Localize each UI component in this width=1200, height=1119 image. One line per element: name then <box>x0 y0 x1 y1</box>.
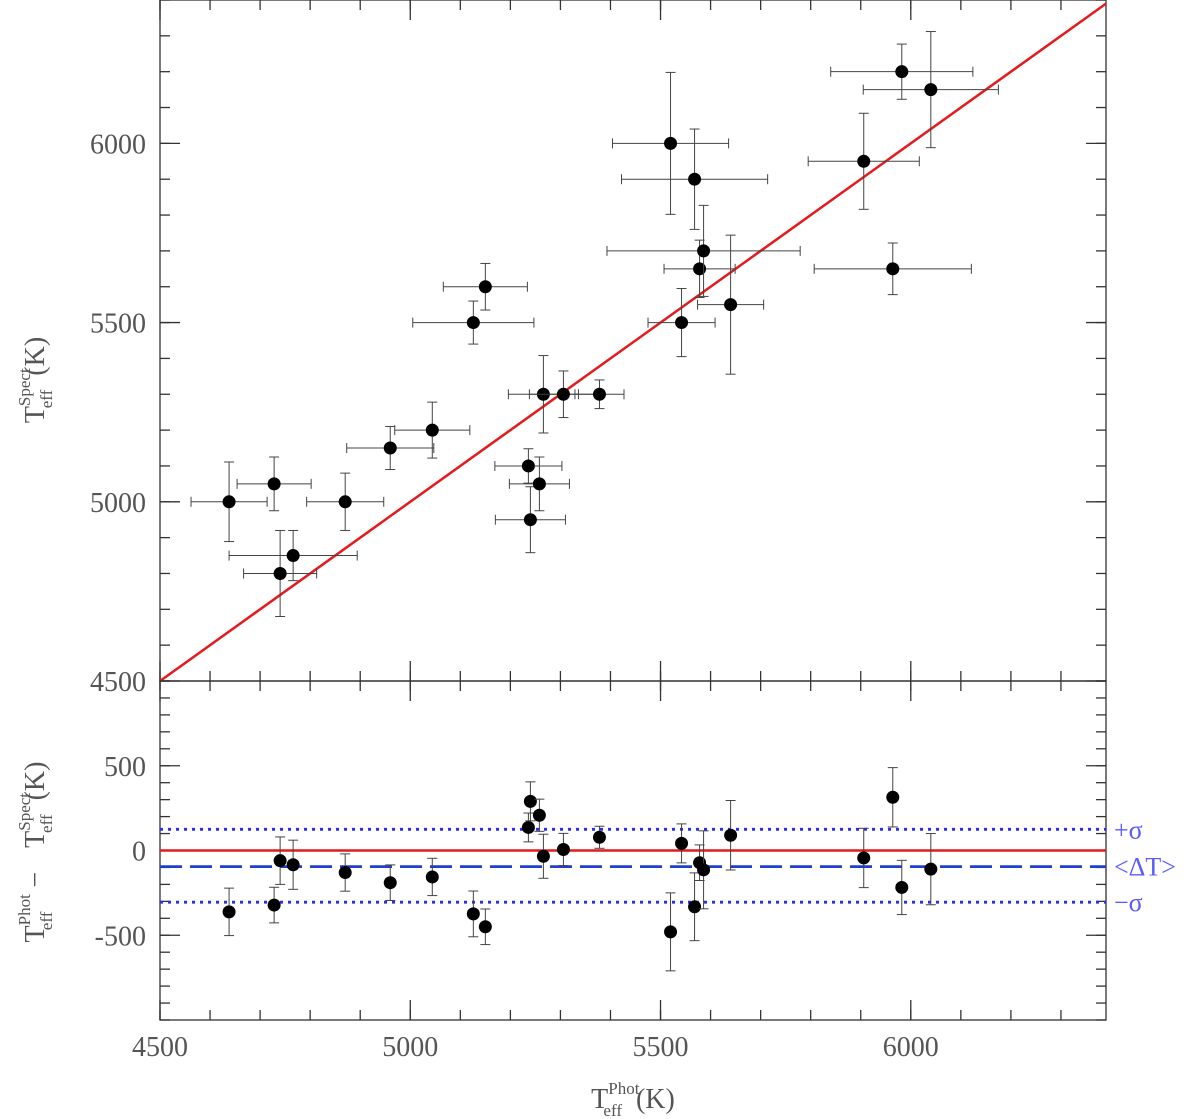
axis-label-part: T <box>20 925 51 942</box>
data-point <box>273 566 287 580</box>
axis-label-part: eff <box>37 389 56 408</box>
reference-label: −σ <box>1114 888 1143 917</box>
data-point <box>724 298 738 312</box>
data-point <box>425 423 439 437</box>
axis-label-part: − <box>20 872 51 888</box>
data-point <box>675 316 689 330</box>
data-point <box>425 870 439 884</box>
axis-label-part: T <box>591 1084 608 1115</box>
data-point <box>222 905 236 919</box>
data-point <box>521 459 535 473</box>
data-point <box>556 387 570 401</box>
data-point <box>697 244 711 258</box>
data-point <box>924 83 938 97</box>
data-point <box>286 858 300 872</box>
x-tick-label: 6000 <box>883 1032 939 1063</box>
data-point <box>286 549 300 563</box>
data-point <box>592 830 606 844</box>
data-point <box>478 280 492 294</box>
axis-label-part: T <box>20 831 51 848</box>
axis-label: TPhot eff (K) <box>591 1079 675 1119</box>
data-point <box>693 262 707 276</box>
plot-content <box>160 2 1106 681</box>
x-tick-label: 4500 <box>132 1032 188 1063</box>
y-tick-label: 500 <box>104 752 146 783</box>
axis-label-part: Spect <box>15 793 34 831</box>
reference-label: +σ <box>1114 815 1143 844</box>
data-point <box>523 794 537 808</box>
data-point <box>466 316 480 330</box>
axis-label-part: T <box>20 406 51 423</box>
x-tick-label: 5000 <box>382 1032 438 1063</box>
data-point <box>267 477 281 491</box>
axis-label-part: eff <box>37 814 56 833</box>
reference-label: <ΔT> <box>1114 853 1176 882</box>
axis-label-part: (K) <box>20 762 51 801</box>
plot-content <box>160 767 1106 972</box>
data-point <box>675 836 689 850</box>
axis-label-part: Phot <box>15 894 34 925</box>
data-point <box>532 808 546 822</box>
data-point <box>556 842 570 856</box>
data-point <box>536 849 550 863</box>
axis-label-part: eff <box>37 911 56 930</box>
axis-label-part: (K) <box>636 1084 675 1115</box>
axis-label-part: eff <box>603 1101 622 1119</box>
y-tick-label: 5000 <box>90 488 146 519</box>
data-point <box>895 880 909 894</box>
data-point <box>267 898 281 912</box>
data-point <box>857 851 871 865</box>
data-point <box>857 154 871 168</box>
data-point <box>697 863 711 877</box>
y-tick-label: -500 <box>95 921 146 952</box>
axis-label: TSpect eff (K) <box>15 337 56 423</box>
y-tick-label: 4500 <box>90 667 146 698</box>
data-point <box>886 262 900 276</box>
axis-label-part: (K) <box>20 337 51 376</box>
y-tick-label: 5500 <box>90 309 146 340</box>
data-point <box>886 790 900 804</box>
identity-line <box>160 2 1106 681</box>
data-point <box>383 441 397 455</box>
data-point <box>664 925 678 939</box>
x-tick-label: 5500 <box>633 1032 689 1063</box>
data-point <box>222 495 236 509</box>
axis-label-part: Phot <box>608 1079 639 1098</box>
data-point <box>532 477 546 491</box>
data-point <box>592 387 606 401</box>
data-point <box>664 136 678 150</box>
data-point <box>466 907 480 921</box>
data-point <box>383 876 397 890</box>
data-point <box>338 495 352 509</box>
axis-label-part: Spect <box>15 368 34 406</box>
y-tick-label: 6000 <box>90 129 146 160</box>
data-point <box>688 172 702 186</box>
data-point <box>895 65 909 79</box>
data-point <box>478 920 492 934</box>
axis-label: TPhot eff−TSpect eff(K) <box>15 762 56 943</box>
y-tick-label: 0 <box>132 837 146 868</box>
data-point <box>338 866 352 880</box>
data-point <box>273 854 287 868</box>
data-point <box>523 513 537 527</box>
data-point <box>924 862 938 876</box>
data-point <box>724 828 738 842</box>
data-point <box>688 900 702 914</box>
data-point <box>521 820 535 834</box>
